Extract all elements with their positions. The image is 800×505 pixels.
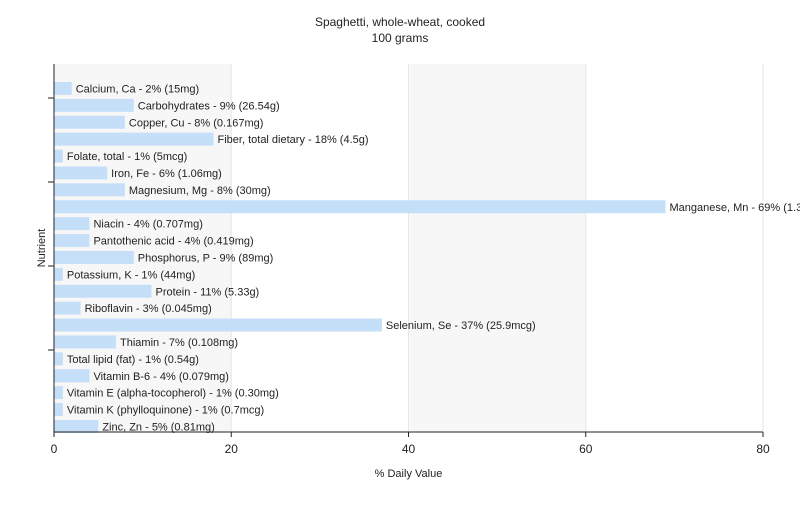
bar (54, 132, 214, 146)
bar-label: Folate, total - 1% (5mcg) (67, 151, 187, 163)
x-tick-label: 20 (225, 442, 239, 456)
bar (54, 369, 90, 383)
bar-label: Magnesium, Mg - 8% (30mg) (129, 185, 271, 197)
chart-title-block: Spaghetti, whole-wheat, cooked 100 grams (0, 14, 800, 46)
bar (54, 200, 666, 214)
bar (54, 352, 63, 366)
bar-label: Vitamin E (alpha-tocopherol) - 1% (0.30m… (67, 388, 279, 400)
bar (54, 166, 108, 180)
grid-band (409, 64, 586, 432)
bar (54, 250, 134, 264)
bar (54, 149, 63, 163)
bar (54, 419, 99, 433)
bar (54, 301, 81, 315)
x-tick-label: 60 (579, 442, 593, 456)
bar-label: Pantothenic acid - 4% (0.419mg) (93, 236, 253, 248)
bar-label: Riboflavin - 3% (0.045mg) (85, 303, 212, 315)
bar (54, 335, 117, 349)
bar (54, 115, 125, 129)
bar-label: Fiber, total dietary - 18% (4.5g) (218, 134, 369, 146)
y-axis-title: Nutrient (36, 229, 48, 268)
bar-label: Thiamin - 7% (0.108mg) (120, 337, 238, 349)
bar-label: Niacin - 4% (0.707mg) (93, 219, 202, 231)
bar (54, 284, 152, 298)
chart-subtitle: 100 grams (371, 31, 429, 45)
bar (54, 217, 90, 231)
bar (54, 183, 125, 197)
bar (54, 267, 63, 281)
bar (54, 81, 72, 95)
bar-label: Selenium, Se - 37% (25.9mcg) (386, 320, 536, 332)
bar-label: Zinc, Zn - 5% (0.81mg) (102, 421, 214, 433)
bar-label: Total lipid (fat) - 1% (0.54g) (67, 354, 199, 366)
bar-label: Vitamin B-6 - 4% (0.079mg) (93, 371, 229, 383)
bar-label: Potassium, K - 1% (44mg) (67, 269, 195, 281)
bar-label: Vitamin K (phylloquinone) - 1% (0.7mcg) (67, 405, 264, 417)
bar-label: Copper, Cu - 8% (0.167mg) (129, 117, 264, 129)
bar (54, 98, 134, 112)
bar-label: Phosphorus, P - 9% (89mg) (138, 252, 274, 264)
x-axis-title: % Daily Value (375, 468, 443, 480)
bar-label: Iron, Fe - 6% (1.06mg) (111, 168, 222, 180)
bar (54, 386, 63, 400)
bar-label: Manganese, Mn - 69% (1.379mg) (670, 202, 800, 214)
x-tick-label: 40 (402, 442, 416, 456)
bar-label: Calcium, Ca - 2% (15mg) (76, 83, 199, 95)
x-tick-label: 80 (756, 442, 770, 456)
x-tick-label: 0 (51, 442, 58, 456)
bar (54, 318, 382, 332)
bar-label: Protein - 11% (5.33g) (155, 286, 259, 298)
bar (54, 403, 63, 417)
chart-title: Spaghetti, whole-wheat, cooked (314, 15, 486, 29)
bar (54, 234, 90, 248)
bar-label: Carbohydrates - 9% (26.54g) (138, 100, 280, 112)
